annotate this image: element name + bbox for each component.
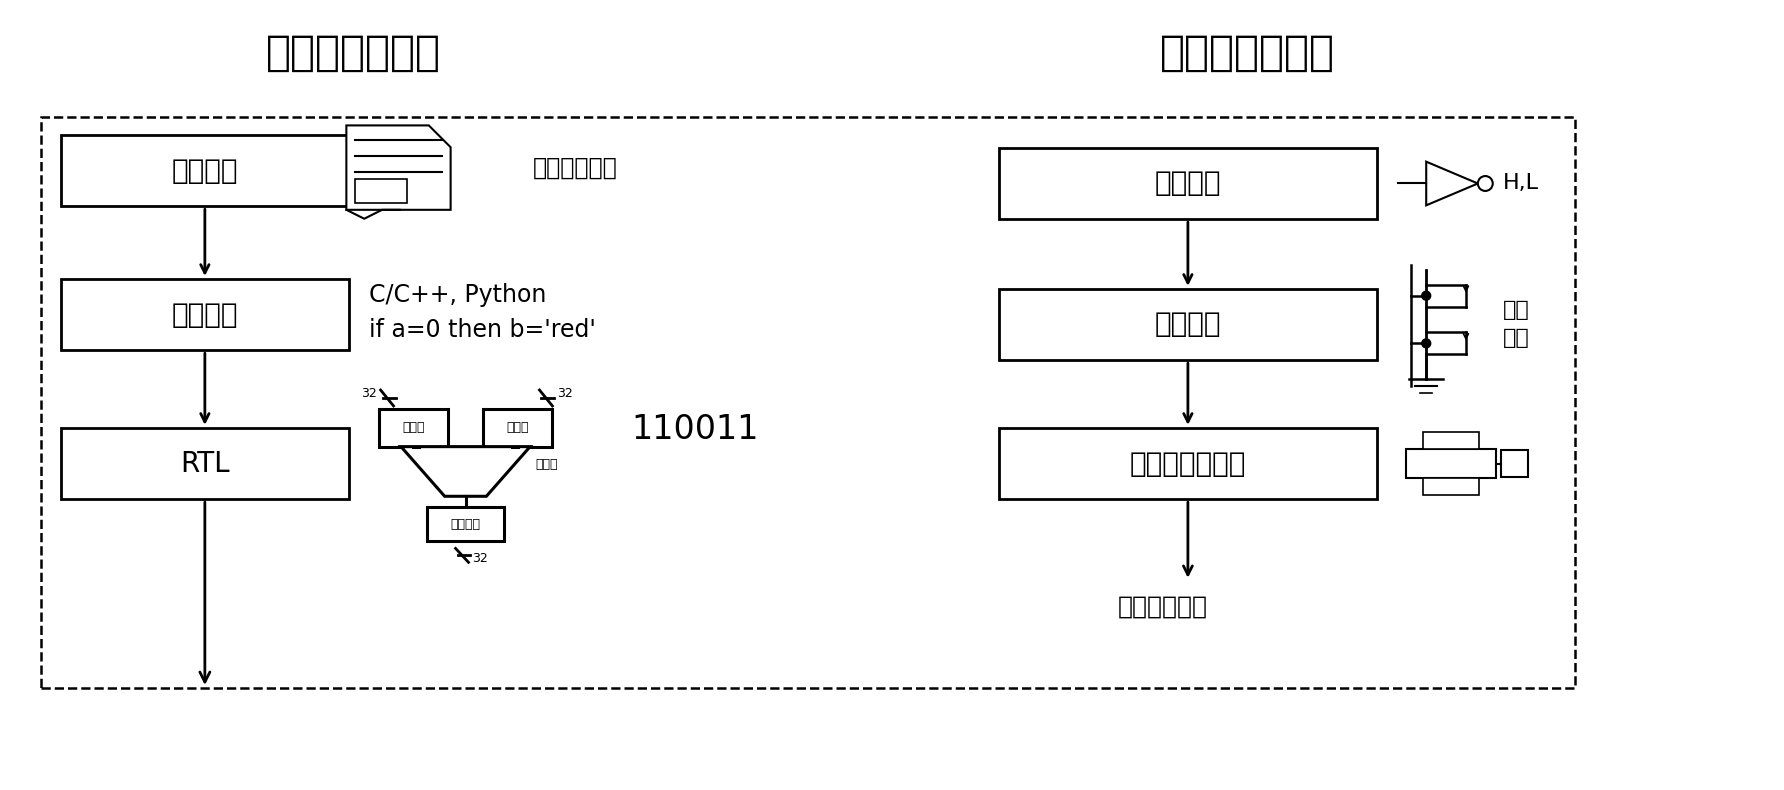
Text: 110011: 110011 — [632, 413, 760, 446]
Text: ラッチ: ラッチ — [507, 421, 528, 435]
Bar — [378, 409, 448, 446]
Text: 半導体設計会社: 半導体設計会社 — [1160, 32, 1334, 73]
Text: 加算器: 加算器 — [535, 458, 558, 471]
Text: 32: 32 — [360, 387, 376, 400]
Circle shape — [1422, 339, 1431, 348]
Bar — [999, 427, 1377, 499]
Bar — [61, 279, 350, 350]
Text: 仕様設計: 仕様設計 — [171, 156, 237, 185]
Text: セットメーカー: セットメーカー — [266, 32, 441, 73]
Polygon shape — [1425, 162, 1477, 205]
Text: RTL: RTL — [180, 450, 230, 477]
Text: 論理設計: 論理設計 — [1154, 170, 1222, 198]
Bar — [426, 506, 505, 541]
Text: 32: 32 — [557, 387, 573, 400]
Text: レジスタ: レジスタ — [451, 517, 480, 531]
Text: ラッチ: ラッチ — [401, 421, 425, 435]
Text: 32: 32 — [473, 552, 489, 566]
Bar — [999, 148, 1377, 220]
Bar — [483, 409, 553, 446]
Bar — [61, 135, 350, 206]
Bar — [61, 427, 350, 499]
Bar — [41, 117, 1575, 688]
Bar — [1424, 432, 1479, 449]
Bar — [355, 179, 407, 203]
Text: フォトマスク: フォトマスク — [1119, 595, 1208, 619]
Text: C/C++, Python
if a=0 then b='red': C/C++, Python if a=0 then b='red' — [369, 283, 596, 342]
Bar — [1500, 450, 1529, 477]
Bar — [1406, 449, 1495, 479]
Text: 機能記述: 機能記述 — [171, 300, 237, 329]
Circle shape — [1422, 292, 1431, 300]
Text: レイアウト設計: レイアウト設計 — [1129, 450, 1245, 477]
Bar — [999, 289, 1377, 360]
Text: 回路設計: 回路設計 — [1154, 310, 1222, 338]
Polygon shape — [346, 126, 451, 210]
Polygon shape — [401, 446, 530, 496]
Bar — [1424, 479, 1479, 495]
Text: 電圧
電流: 電圧 電流 — [1502, 300, 1529, 348]
Text: 自然言語／図: 自然言語／図 — [533, 156, 617, 179]
Text: H,L: H,L — [1502, 174, 1538, 194]
